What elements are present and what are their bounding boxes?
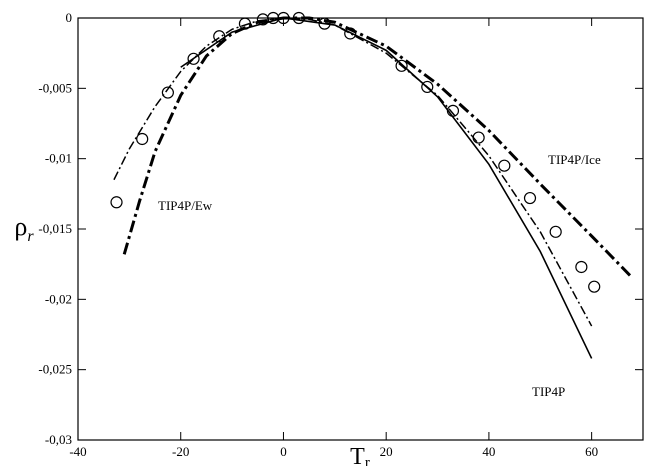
series-label: TIP4P/Ice (548, 152, 601, 167)
data-point (472, 131, 485, 144)
y-tick-label: -0,005 (38, 80, 72, 95)
y-tick-label: 0 (66, 10, 73, 25)
y-tick-label: -0,015 (38, 221, 72, 236)
data-point (161, 86, 174, 99)
data-point (136, 132, 149, 146)
data-point (523, 191, 537, 205)
x-tick-label: -40 (69, 444, 86, 459)
series-line (113, 17, 593, 327)
data-point (588, 280, 601, 293)
series-line (122, 16, 634, 280)
y-label-sub: r (27, 228, 34, 245)
y-axis-label: ρr (14, 212, 34, 245)
data-point (238, 17, 252, 30)
data-point (187, 52, 200, 65)
y-label-main: ρ (14, 212, 27, 241)
series-label: TIP4P (532, 384, 565, 399)
data-point (213, 30, 226, 43)
x-tick-label: 0 (280, 444, 287, 459)
data-point (344, 27, 357, 40)
data-point (292, 11, 305, 25)
plot-frame (77, 17, 644, 441)
y-tick-label: -0,02 (45, 291, 72, 306)
series-label: TIP4P/Ew (158, 198, 213, 213)
data-point (549, 225, 562, 238)
x-tick-label: 40 (482, 444, 495, 459)
x-tick-label: 60 (585, 444, 598, 459)
x-tick-label: 20 (380, 444, 393, 459)
data-point (498, 159, 511, 172)
y-tick-label: -0,025 (38, 362, 72, 377)
x-tick-label: -20 (172, 444, 189, 459)
x-label-main: T (350, 444, 365, 466)
y-tick-label: -0,03 (45, 432, 72, 447)
series-line (180, 17, 593, 359)
data-point (421, 80, 434, 94)
data-point (395, 59, 408, 72)
y-tick-label: -0,01 (45, 151, 72, 166)
data-point (267, 11, 280, 25)
data-point (575, 260, 588, 274)
data-point (318, 17, 331, 30)
data-point (277, 11, 290, 25)
data-point (110, 196, 123, 209)
data-point (446, 104, 460, 117)
x-label-sub: r (365, 455, 370, 466)
x-axis-label: Tr (350, 444, 370, 466)
